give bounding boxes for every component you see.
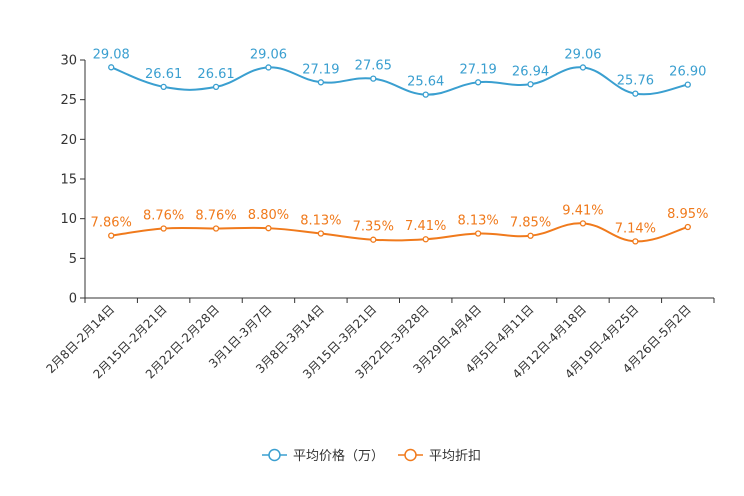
data-point — [422, 91, 429, 98]
legend[interactable]: 平均价格（万） 平均折扣 — [262, 448, 481, 464]
data-label: 9.41% — [562, 203, 603, 218]
data-point — [527, 81, 534, 88]
data-point — [684, 223, 691, 231]
data-point — [370, 236, 377, 243]
y-tick-label: 20 — [60, 133, 77, 148]
data-label: 8.76% — [195, 209, 236, 224]
data-label: 29.08 — [93, 47, 130, 62]
data-point — [474, 230, 482, 237]
data-point — [265, 225, 272, 232]
series-line — [111, 222, 689, 243]
data-label: 26.94 — [512, 64, 549, 79]
data-label: 29.06 — [564, 47, 601, 62]
data-point — [317, 230, 325, 237]
data-label: 26.61 — [197, 67, 234, 82]
data-point — [474, 79, 482, 86]
data-label: 27.19 — [460, 62, 497, 77]
y-axis: 0 5 10 15 20 25 30 — [60, 54, 86, 307]
data-label: 7.85% — [510, 216, 551, 231]
data-point — [212, 225, 220, 232]
y-tick-label: 5 — [69, 252, 77, 267]
legend-marker-icon — [404, 448, 417, 462]
data-point — [108, 64, 115, 71]
data-point — [579, 64, 587, 71]
legend-marker-icon — [268, 448, 281, 462]
data-point — [632, 90, 639, 97]
series-avg-discount: 7.86% 8.76% 8.76% 8.80% 8.13% 7.35% 7.41% 8.13%… — [91, 203, 708, 245]
data-label: 8.76% — [143, 209, 184, 224]
data-point — [422, 236, 429, 243]
data-point — [684, 81, 691, 88]
data-label: 8.95% — [667, 207, 708, 222]
data-label: 25.64 — [407, 75, 444, 90]
x-axis: 2月8日-2月14日2月15日-2月21日2月22日-2月28日3月1日-3月7… — [43, 297, 715, 382]
data-label: 8.13% — [300, 214, 341, 229]
data-point — [632, 238, 639, 245]
data-label: 26.61 — [145, 67, 182, 82]
data-label: 29.06 — [250, 47, 287, 62]
legend-item-avg-price[interactable]: 平均价格（万） — [262, 448, 384, 464]
y-tick-label: 15 — [60, 173, 77, 188]
data-label: 25.76 — [617, 74, 654, 89]
data-label: 7.14% — [615, 221, 656, 236]
series-layer: 29.08 26.61 26.61 29.06 27.19 27.65 25.64 27.19… — [91, 47, 708, 245]
data-label: 7.35% — [353, 220, 394, 235]
data-label: 26.90 — [669, 65, 706, 80]
data-point — [579, 220, 587, 227]
data-label: 7.41% — [405, 219, 446, 234]
y-tick-label: 0 — [69, 292, 77, 307]
data-point — [160, 83, 167, 91]
legend-item-avg-discount[interactable]: 平均折扣 — [398, 448, 481, 464]
legend-label: 平均价格（万） — [293, 448, 384, 464]
data-point — [370, 75, 377, 82]
y-tick-label: 30 — [60, 54, 77, 69]
legend-label: 平均折扣 — [429, 449, 481, 464]
data-label: 8.13% — [457, 214, 498, 229]
data-point — [160, 225, 167, 232]
series-line — [110, 66, 688, 96]
y-tick-label: 10 — [60, 212, 77, 227]
series-avg-price: 29.08 26.61 26.61 29.06 27.19 27.65 25.64 27.19… — [93, 47, 706, 98]
data-label: 27.19 — [302, 62, 339, 77]
data-label: 8.80% — [248, 208, 289, 223]
data-point — [108, 232, 115, 239]
data-label: 7.86% — [91, 216, 132, 231]
y-tick-label: 25 — [60, 93, 77, 108]
data-label: 27.65 — [355, 59, 392, 74]
data-point — [212, 83, 220, 91]
data-point — [527, 232, 534, 239]
data-point — [265, 64, 272, 71]
data-point — [317, 79, 325, 86]
